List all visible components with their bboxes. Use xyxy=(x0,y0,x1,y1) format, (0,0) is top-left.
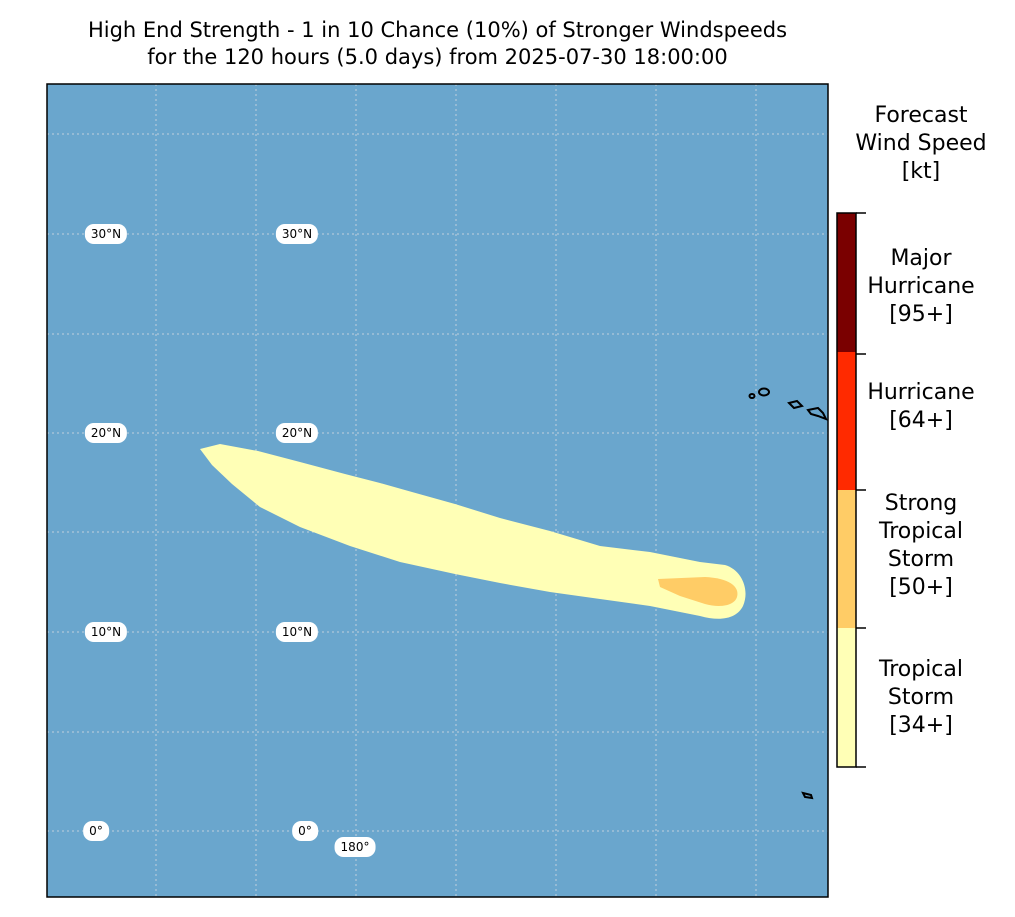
colorbar-major-hurricane xyxy=(837,213,856,352)
colorbar-strong-tropical-storm xyxy=(837,490,856,628)
tropical-storm-swath xyxy=(200,444,746,619)
lat-label-0-inner: 0° xyxy=(292,821,318,841)
lon-label-180: 180° xyxy=(334,837,376,857)
colorbar-label-strong-ts-3: Storm xyxy=(887,547,955,572)
lat-label-30n: 30°N xyxy=(84,224,128,244)
colorbar-label-major-hurricane-3: [95+] xyxy=(889,302,953,327)
colorbar-hurricane xyxy=(837,352,856,490)
lat-label-20n-inner: 20°N xyxy=(275,423,319,443)
colorbar-title-line3: [kt] xyxy=(901,159,941,184)
ocean-background xyxy=(47,84,828,897)
small-island xyxy=(801,791,814,800)
colorbar-label-strong-ts-2: Tropical xyxy=(879,519,963,544)
lat-label-10n-inner: 10°N xyxy=(275,622,319,642)
colorbar-tropical-storm xyxy=(837,628,856,767)
colorbar-label-ts-2: Storm xyxy=(887,685,955,710)
strong-tropical-storm-zone xyxy=(658,577,738,606)
map-title-line1: High End Strength - 1 in 10 Chance (10%)… xyxy=(87,18,788,42)
lat-label-10n: 10°N xyxy=(84,622,128,642)
colorbar-label-hurricane-1: Hurricane xyxy=(867,380,975,405)
map-frame xyxy=(46,83,829,898)
colorbar-label-hurricane-2: [64+] xyxy=(889,408,953,433)
colorbar-label-ts-3: [34+] xyxy=(889,713,953,738)
lat-label-20n: 20°N xyxy=(84,423,128,443)
map-title-line2: for the 120 hours (5.0 days) from 2025-0… xyxy=(147,45,728,69)
colorbar-label-strong-ts-4: [50+] xyxy=(889,575,953,600)
colorbar-title-line2: Wind Speed xyxy=(855,131,987,156)
colorbar-title-line1: Forecast xyxy=(874,103,968,128)
colorbar-label-major-hurricane-1: Major xyxy=(890,246,952,271)
colorbar xyxy=(836,212,866,768)
colorbar-label-ts-1: Tropical xyxy=(879,657,963,682)
lat-label-30n-inner: 30°N xyxy=(275,224,319,244)
lat-label-0: 0° xyxy=(83,821,109,841)
colorbar-label-strong-ts-1: Strong xyxy=(884,491,958,516)
hawaii-islands xyxy=(748,387,829,421)
colorbar-label-major-hurricane-2: Hurricane xyxy=(867,274,975,299)
